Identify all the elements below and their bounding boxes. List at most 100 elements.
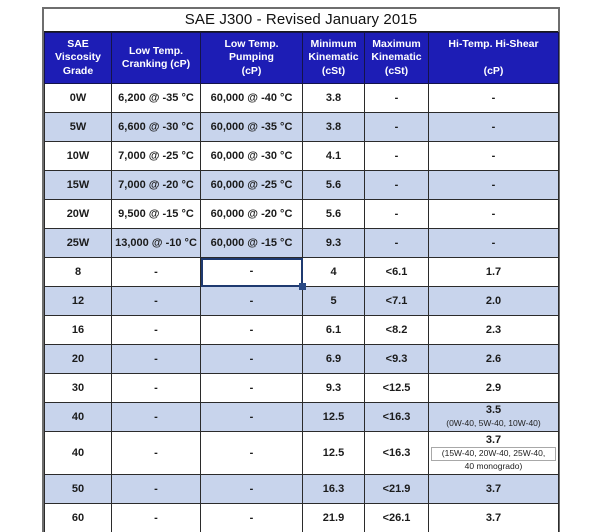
selection-handle[interactable] — [299, 283, 306, 290]
table-cell[interactable]: 1.7 — [428, 257, 559, 287]
table-cell[interactable]: - — [111, 474, 201, 504]
table-cell[interactable]: - — [111, 315, 201, 345]
table-title[interactable]: SAE J300 - Revised January 2015 — [44, 9, 558, 32]
table-cell[interactable]: <16.3 — [364, 431, 429, 475]
table-cell[interactable]: <7.1 — [364, 286, 429, 316]
table-cell[interactable]: - — [111, 402, 201, 432]
table-cell[interactable]: - — [111, 503, 201, 532]
table-cell[interactable]: 6.9 — [302, 344, 365, 374]
table-cell[interactable]: 5.6 — [302, 170, 365, 200]
table-cell[interactable]: - — [364, 228, 429, 258]
table-row: 0W 6,200 @ -35 °C 60,000 @ -40 °C 3.8- - — [44, 83, 559, 113]
table-cell[interactable]: - — [364, 170, 429, 200]
table-cell[interactable]: 60,000 @ -30 °C — [200, 141, 303, 171]
table-cell[interactable]: 21.9 — [302, 503, 365, 532]
grade-cell[interactable]: 16 — [44, 315, 112, 345]
table-cell[interactable]: 13,000 @ -10 °C — [111, 228, 201, 258]
table-cell[interactable]: - — [364, 141, 429, 171]
column-header-grade[interactable]: SAE Viscosity Grade — [44, 32, 112, 84]
grade-cell[interactable]: 50 — [44, 474, 112, 504]
table-cell[interactable]: - — [364, 112, 429, 142]
grade-cell[interactable]: 25W — [44, 228, 112, 258]
table-cell[interactable]: 7,000 @ -20 °C — [111, 170, 201, 200]
table-cell[interactable]: 3.8 — [302, 83, 365, 113]
table-row: 20W 9,500 @ -15 °C 60,000 @ -20 °C 5.6- - — [44, 199, 559, 229]
table-cell[interactable]: 4.1 — [302, 141, 365, 171]
column-header-max_kin[interactable]: Maximum Kinematic (cSt) — [364, 32, 429, 84]
table-cell[interactable]: 7,000 @ -25 °C — [111, 141, 201, 171]
grade-cell[interactable]: 15W — [44, 170, 112, 200]
column-header-min_kin[interactable]: Minimum Kinematic (cSt) — [302, 32, 365, 84]
grade-cell[interactable]: 5W — [44, 112, 112, 142]
table-cell[interactable]: 5 — [302, 286, 365, 316]
table-cell[interactable]: - — [428, 170, 559, 200]
table-cell[interactable]: - — [428, 112, 559, 142]
table-cell[interactable]: - — [111, 373, 201, 403]
table-cell[interactable]: 3.7 — [428, 503, 559, 532]
column-header-pumping[interactable]: Low Temp. Pumping (cP) — [200, 32, 303, 84]
table-cell[interactable]: 12.5 — [302, 402, 365, 432]
grade-cell[interactable]: 40 — [44, 402, 112, 432]
table-cell[interactable]: 60,000 @ -15 °C — [200, 228, 303, 258]
table-cell[interactable]: - — [111, 257, 201, 287]
table-cell[interactable]: 3.5 (0W-40, 5W-40, 10W-40) — [428, 402, 559, 432]
table-cell[interactable]: - — [200, 402, 303, 432]
table-cell[interactable]: - — [111, 286, 201, 316]
table-cell[interactable]: 4 — [302, 257, 365, 287]
table-cell[interactable]: 60,000 @ -40 °C — [200, 83, 303, 113]
table-cell[interactable]: - — [111, 344, 201, 374]
table-cell[interactable]: - — [200, 286, 303, 316]
table-cell[interactable]: <21.9 — [364, 474, 429, 504]
table-cell[interactable]: 2.3 — [428, 315, 559, 345]
table-cell[interactable]: <12.5 — [364, 373, 429, 403]
table-cell[interactable]: 3.7 (15W-40, 20W-40, 25W-40, 40 monogrado) — [428, 431, 559, 475]
grade-cell[interactable]: 30 — [44, 373, 112, 403]
grade-cell[interactable]: 60 — [44, 503, 112, 532]
table-cell[interactable]: - — [428, 228, 559, 258]
table-cell[interactable]: - — [111, 431, 201, 475]
table-cell[interactable]: 60,000 @ -20 °C — [200, 199, 303, 229]
table-cell[interactable]: 9.3 — [302, 373, 365, 403]
grade-cell[interactable]: 40 — [44, 431, 112, 475]
table-cell[interactable]: 9,500 @ -15 °C — [111, 199, 201, 229]
table-cell[interactable]: - — [428, 199, 559, 229]
grade-cell[interactable]: 12 — [44, 286, 112, 316]
table-cell[interactable]: <6.1 — [364, 257, 429, 287]
grade-cell[interactable]: 8 — [44, 257, 112, 287]
table-cell[interactable]: 3.7 — [428, 474, 559, 504]
table-cell[interactable]: 6,600 @ -30 °C — [111, 112, 201, 142]
table-cell[interactable]: 2.0 — [428, 286, 559, 316]
table-cell[interactable]: 5.6 — [302, 199, 365, 229]
table-cell[interactable]: 60,000 @ -25 °C — [200, 170, 303, 200]
table-cell[interactable]: 2.9 — [428, 373, 559, 403]
table-cell[interactable]: <9.3 — [364, 344, 429, 374]
column-header-cranking[interactable]: Low Temp. Cranking (cP) — [111, 32, 201, 84]
table-cell[interactable]: 60,000 @ -35 °C — [200, 112, 303, 142]
table-cell[interactable]: - — [428, 141, 559, 171]
grade-cell[interactable]: 20 — [44, 344, 112, 374]
selected-cell[interactable]: - — [200, 257, 306, 290]
table-cell[interactable]: - — [200, 503, 303, 532]
grade-cell[interactable]: 10W — [44, 141, 112, 171]
table-cell[interactable]: <8.2 — [364, 315, 429, 345]
grade-cell[interactable]: 20W — [44, 199, 112, 229]
table-cell[interactable]: 2.6 — [428, 344, 559, 374]
table-cell[interactable]: 3.8 — [302, 112, 365, 142]
table-cell[interactable]: 16.3 — [302, 474, 365, 504]
table-cell[interactable]: <16.3 — [364, 402, 429, 432]
table-cell[interactable]: - — [200, 431, 303, 475]
table-cell[interactable]: 9.3 — [302, 228, 365, 258]
grade-cell[interactable]: 0W — [44, 83, 112, 113]
table-cell[interactable]: - — [200, 344, 303, 374]
table-cell[interactable]: - — [364, 199, 429, 229]
table-cell[interactable]: 6.1 — [302, 315, 365, 345]
table-cell[interactable]: - — [200, 315, 303, 345]
table-cell[interactable]: - — [200, 474, 303, 504]
table-cell[interactable]: - — [428, 83, 559, 113]
table-cell[interactable]: 12.5 — [302, 431, 365, 475]
table-cell[interactable]: 6,200 @ -35 °C — [111, 83, 201, 113]
table-cell[interactable]: - — [364, 83, 429, 113]
table-cell[interactable]: - — [200, 373, 303, 403]
column-header-hths[interactable]: Hi-Temp. Hi-Shear (cP) — [428, 32, 559, 84]
table-cell[interactable]: <26.1 — [364, 503, 429, 532]
